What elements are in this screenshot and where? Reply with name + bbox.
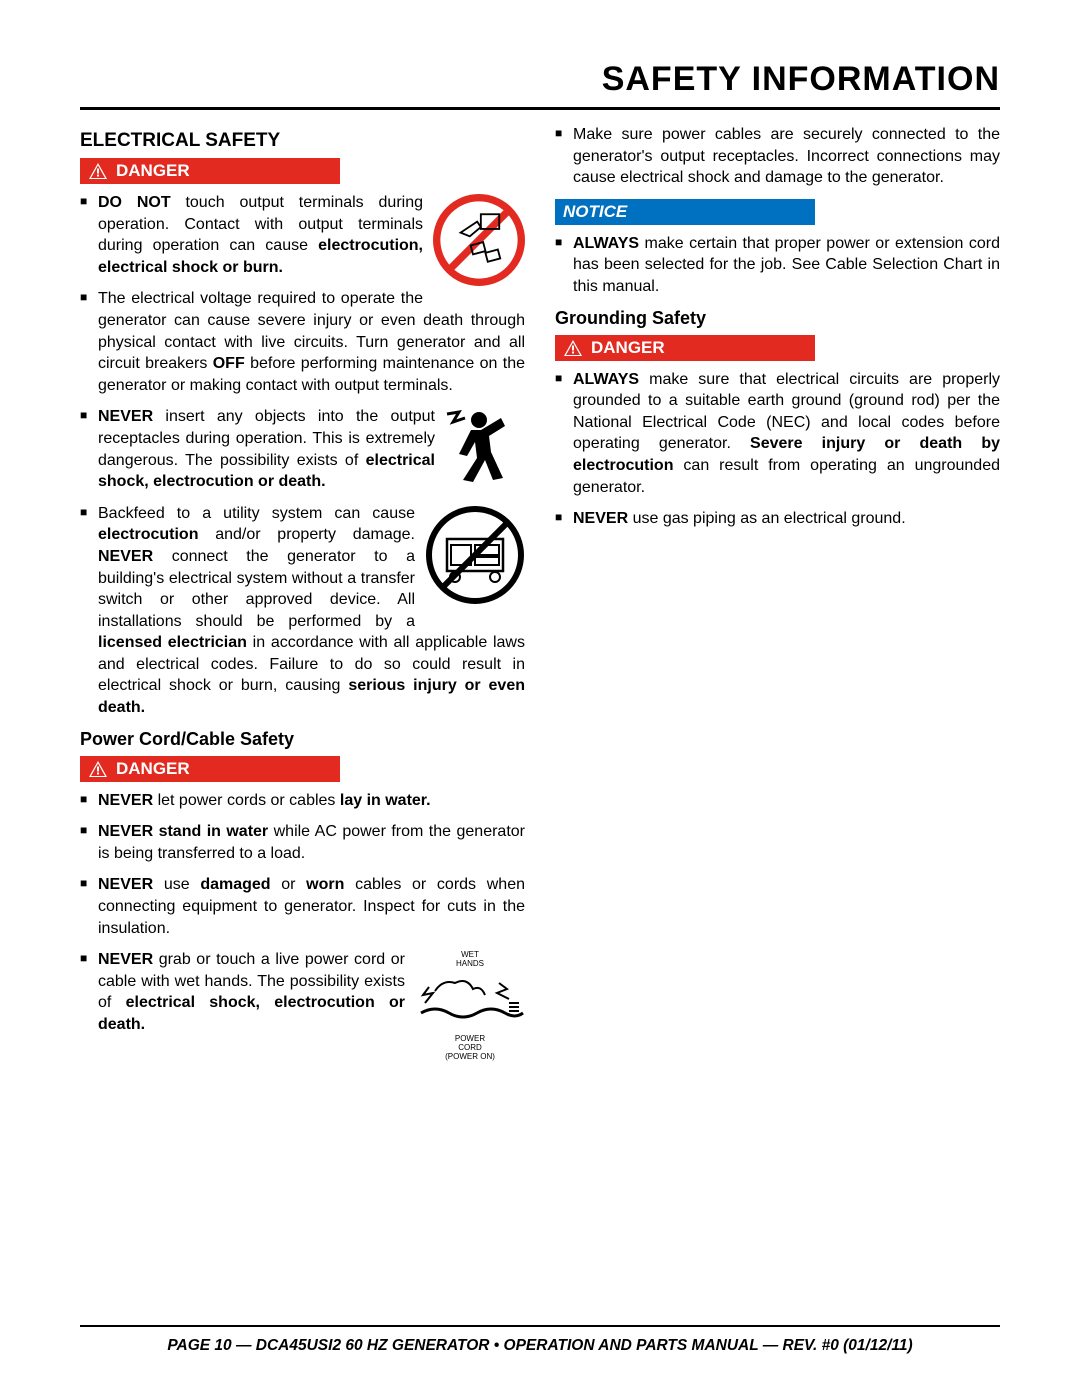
warning-icon xyxy=(563,339,583,357)
bullet-voltage-danger: The electrical voltage required to opera… xyxy=(80,288,525,396)
heading-power-cord-safety: Power Cord/Cable Safety xyxy=(80,729,525,750)
bullet-never-insert: NEVER insert any objects into the output… xyxy=(80,406,525,492)
warning-icon xyxy=(88,760,108,778)
bullet-damaged-cables: NEVER use damaged or worn cables or cord… xyxy=(80,874,525,939)
danger-label-2: DANGER xyxy=(80,756,340,782)
bullet-do-not-touch: DO NOT touch output terminals during ope… xyxy=(80,192,525,278)
danger-text: DANGER xyxy=(116,161,190,181)
bullet-gas-piping: NEVER use gas piping as an electrical gr… xyxy=(555,508,1000,530)
danger-label-3: DANGER xyxy=(555,335,815,361)
bullet-stand-in-water: NEVER stand in water while AC power from… xyxy=(80,821,525,864)
page-footer: PAGE 10 — DCA45USI2 60 HZ GENERATOR • OP… xyxy=(80,1325,1000,1355)
bullet-lay-in-water: NEVER let power cords or cables lay in w… xyxy=(80,790,525,812)
two-columns: ELECTRICAL SAFETY DANGER xyxy=(80,124,1000,1066)
page-title: SAFETY INFORMATION xyxy=(80,60,1000,99)
warning-icon xyxy=(88,162,108,180)
wet-hands-cord-icon: WETHANDS POWERCORD(POWER ON) xyxy=(415,951,525,1062)
footer-text: PAGE 10 — DCA45USI2 60 HZ GENERATOR • OP… xyxy=(80,1337,1000,1355)
bullet-grounding: ALWAYS make sure that electrical circuit… xyxy=(555,369,1000,499)
no-touch-terminals-icon xyxy=(433,194,525,293)
top-rule xyxy=(80,107,1000,110)
bullet-proper-cord: ALWAYS make certain that proper power or… xyxy=(555,233,1000,298)
danger-text: DANGER xyxy=(116,759,190,779)
shock-person-icon xyxy=(445,408,525,491)
heading-electrical-safety: ELECTRICAL SAFETY xyxy=(80,130,525,152)
notice-label: NOTICE xyxy=(555,199,815,225)
no-backfeed-icon xyxy=(425,505,525,612)
left-column: ELECTRICAL SAFETY DANGER xyxy=(80,124,525,1066)
bullet-secure-cables: Make sure power cables are securely conn… xyxy=(555,124,1000,189)
heading-grounding-safety: Grounding Safety xyxy=(555,308,1000,329)
right-column: Make sure power cables are securely conn… xyxy=(555,124,1000,1066)
notice-text: NOTICE xyxy=(563,202,627,222)
bullet-wet-hands: WETHANDS POWERCORD(POWER ON) NEVER grab … xyxy=(80,949,525,1035)
danger-label-1: DANGER xyxy=(80,158,340,184)
danger-text: DANGER xyxy=(591,338,665,358)
bullet-backfeed: Backfeed to a utility system can cause e… xyxy=(80,503,525,719)
bottom-rule xyxy=(80,1325,1000,1327)
